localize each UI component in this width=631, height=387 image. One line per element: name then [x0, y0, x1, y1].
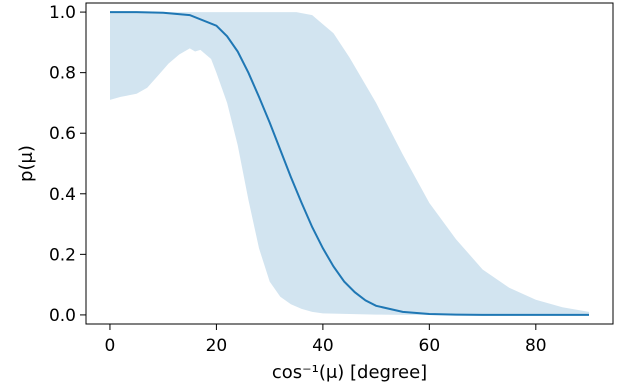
x-tick-label: 60: [419, 336, 441, 356]
y-tick-label: 0.4: [49, 185, 76, 205]
y-tick-label: 1.0: [49, 3, 76, 23]
x-tick-label: 20: [206, 336, 228, 356]
x-tick-label: 80: [525, 336, 547, 356]
series-line: [110, 11, 589, 316]
y-tick-label: 0.8: [49, 64, 76, 84]
x-tick-label: 0: [105, 336, 116, 356]
y-axis-label: p(μ): [16, 145, 37, 182]
x-axis-label: cos⁻¹(μ) [degree]: [272, 362, 427, 383]
x-axis-ticks: 0 20 40 60 80: [105, 324, 547, 356]
y-axis-ticks: 0.0 0.2 0.4 0.6 0.8 1.0: [49, 3, 86, 326]
x-tick-label: 40: [312, 336, 334, 356]
y-tick-label: 0.0: [49, 306, 76, 326]
y-tick-label: 0.6: [49, 124, 76, 144]
confidence-band: [110, 12, 589, 315]
plot-frame: [85, 2, 614, 325]
y-tick-label: 0.2: [49, 245, 76, 265]
plot-area: [110, 11, 589, 316]
